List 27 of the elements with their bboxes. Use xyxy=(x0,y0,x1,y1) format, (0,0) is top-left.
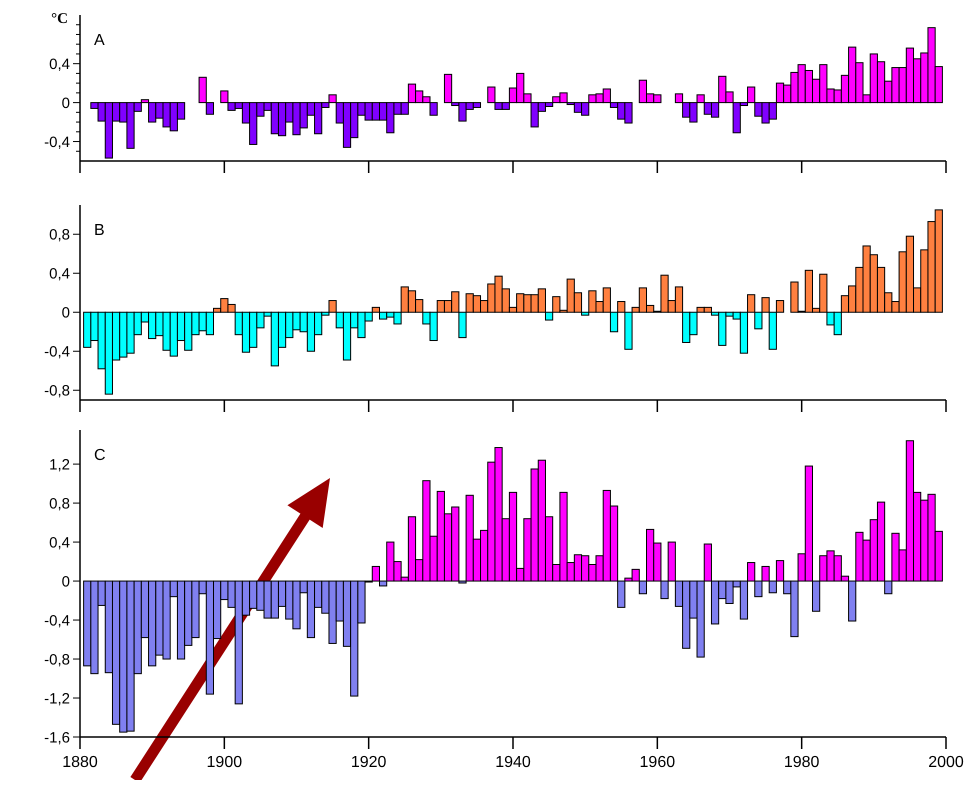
y-tick-label: 0 xyxy=(62,573,70,590)
text: B xyxy=(94,222,105,239)
x-tick-label: 1980 xyxy=(784,754,820,771)
x-tick-label: 1960 xyxy=(640,754,676,771)
text: C xyxy=(94,447,106,464)
y-tick-label: -0,4 xyxy=(44,344,70,360)
y-tick-label: -0,8 xyxy=(44,651,70,668)
y-tick-label: -0,4 xyxy=(44,134,70,151)
x-tick-label: 1900 xyxy=(206,754,242,771)
y-tick-label: -1,6 xyxy=(44,729,70,746)
y-tick-label: 0,4 xyxy=(49,56,70,73)
y-tick-label: 0 xyxy=(62,94,70,112)
y-tick-label: -1,2 xyxy=(44,690,70,708)
x-tick-label: 1920 xyxy=(350,754,387,771)
x-tick-label: 1940 xyxy=(495,754,531,771)
x-tick-label: 2000 xyxy=(928,754,964,771)
y-tick-label: 0 xyxy=(62,304,70,322)
x-tick-label: 1880 xyxy=(62,754,98,771)
y-tick-label: 0,8 xyxy=(49,226,70,244)
y-tick-label: 0,4 xyxy=(49,534,70,552)
text: A xyxy=(94,32,105,49)
y-axis-title: °C xyxy=(51,11,68,27)
y-tick-label: 0,4 xyxy=(49,266,70,282)
y-tick-label: 1,2 xyxy=(49,456,70,474)
y-tick-label: -0,8 xyxy=(44,382,70,400)
y-tick-label: -0,4 xyxy=(44,612,70,630)
y-tick-label: 0,8 xyxy=(49,495,70,512)
